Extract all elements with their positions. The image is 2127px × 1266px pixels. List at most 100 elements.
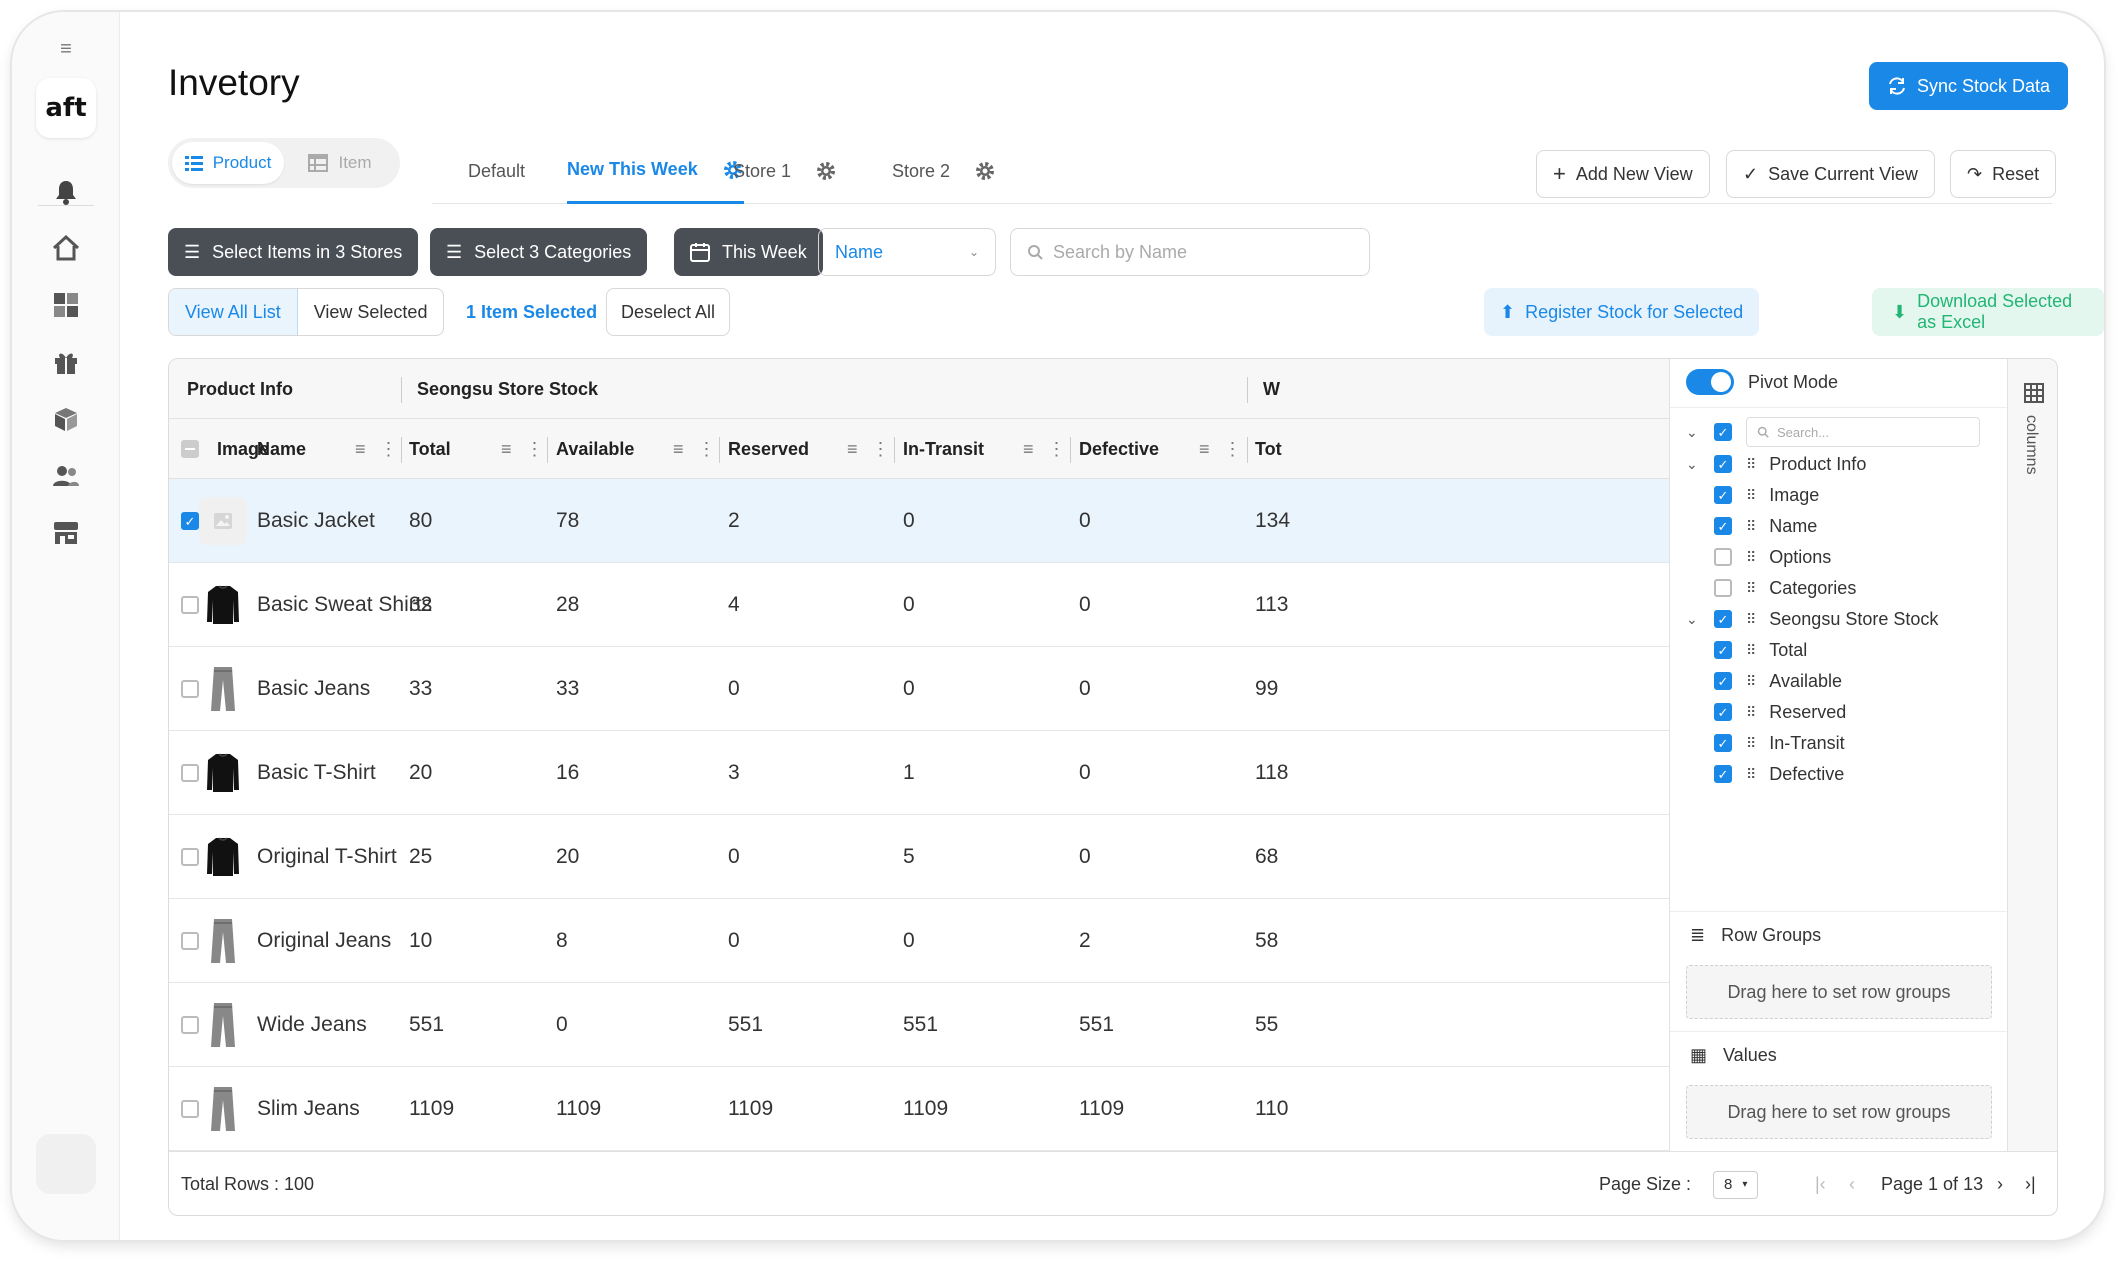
tab-default[interactable]: Default <box>468 138 525 204</box>
column-item[interactable]: ✓ ⠿ Available <box>1714 663 1842 699</box>
column-header-total[interactable]: Total <box>409 438 451 459</box>
category-filter-button[interactable]: ☰ Select 3 Categories <box>430 228 648 276</box>
save-current-view-button[interactable]: ✓ Save Current View <box>1726 150 1935 198</box>
column-search-input[interactable]: Search... <box>1746 417 1980 447</box>
drag-handle-icon[interactable]: ⠿ <box>1746 641 1756 658</box>
row-checkbox[interactable] <box>181 680 199 698</box>
home-icon[interactable] <box>50 232 82 264</box>
add-new-view-button[interactable]: + Add New View <box>1536 150 1710 198</box>
column-tools[interactable]: ≡ ⋮ <box>847 419 890 479</box>
column-item[interactable]: ✓ ⠿ Reserved <box>1714 694 1846 730</box>
menu-icon[interactable]: ≡ <box>60 38 72 60</box>
tab-new-this-week[interactable]: New This Week <box>567 138 744 204</box>
drag-handle-icon[interactable]: ⠿ <box>1746 703 1756 720</box>
reset-button[interactable]: ↷ Reset <box>1950 150 2057 198</box>
column-header-available[interactable]: Available <box>556 438 635 459</box>
search-input[interactable]: Search by Name <box>1010 228 1370 276</box>
row-select-cell[interactable] <box>181 731 199 815</box>
column-header-name[interactable]: Name <box>257 438 307 459</box>
drag-handle-icon[interactable]: ⠿ <box>1746 672 1756 689</box>
drag-handle-icon[interactable]: ⠿ <box>1746 455 1756 472</box>
register-stock-button[interactable]: ⬆ Register Stock for Selected <box>1484 288 1760 336</box>
table-row[interactable]: Wide Jeans 551 0 551 551 551 55 <box>169 983 1669 1067</box>
column-item[interactable]: ⠿ Options <box>1714 539 1831 575</box>
gear-icon[interactable] <box>722 159 744 181</box>
prev-page-icon[interactable]: ‹ <box>1849 1174 1855 1194</box>
tab-store-1[interactable]: Store 1 <box>733 138 837 204</box>
column-checkbox[interactable] <box>1714 548 1732 566</box>
column-tools[interactable]: ≡ ⋮ <box>355 419 398 479</box>
chevron-down-icon[interactable]: ⌄ <box>1686 455 1698 472</box>
gift-icon[interactable] <box>50 346 82 378</box>
column-tools[interactable]: ≡ ⋮ <box>1199 419 1242 479</box>
chevron-down-icon[interactable]: ⌄ <box>1686 610 1698 627</box>
row-select-cell[interactable] <box>181 563 199 647</box>
columns-side-tab[interactable]: columns <box>2007 359 2057 1151</box>
sort-select[interactable]: Name ⌄ <box>818 228 996 276</box>
view-all-list-button[interactable]: View All List <box>169 289 298 335</box>
column-checkbox[interactable]: ✓ <box>1714 610 1732 628</box>
more-vertical-icon[interactable]: ⋮ <box>379 438 398 459</box>
row-checkbox[interactable] <box>181 596 199 614</box>
column-checkbox[interactable]: ✓ <box>1714 765 1732 783</box>
column-checkbox[interactable] <box>1714 579 1732 597</box>
column-header-in-transit[interactable]: In-Transit <box>903 438 985 459</box>
more-vertical-icon[interactable]: ⋮ <box>697 438 716 459</box>
values-dropzone[interactable]: Drag here to set row groups <box>1686 1085 1992 1139</box>
row-checkbox[interactable] <box>181 932 199 950</box>
download-excel-button[interactable]: ⬇ Download Selected as Excel <box>1872 288 2104 336</box>
app-logo[interactable]: aft <box>36 78 96 138</box>
sync-stock-button[interactable]: Sync Stock Data <box>1868 62 2068 110</box>
more-vertical-icon[interactable]: ⋮ <box>525 438 544 459</box>
column-tools[interactable]: ≡ ⋮ <box>1023 419 1066 479</box>
bell-icon[interactable] <box>50 176 82 208</box>
page-size-select[interactable]: 8 ▾ <box>1713 1170 1759 1199</box>
more-vertical-icon[interactable]: ⋮ <box>1223 438 1242 459</box>
filter-icon[interactable]: ≡ <box>847 438 858 459</box>
select-all-checkbox[interactable] <box>181 440 199 458</box>
gear-icon[interactable] <box>815 160 837 182</box>
item-mode-button[interactable]: Item <box>284 142 396 184</box>
column-item[interactable]: ✓ ⠿ Image <box>1714 477 1819 513</box>
column-checkbox[interactable]: ✓ <box>1714 517 1732 535</box>
row-checkbox[interactable] <box>181 1016 199 1034</box>
row-select-cell[interactable] <box>181 1067 199 1151</box>
more-vertical-icon[interactable]: ⋮ <box>1047 438 1066 459</box>
users-icon[interactable] <box>50 460 82 492</box>
row-select-cell[interactable] <box>181 899 199 983</box>
table-row[interactable]: Basic T-Shirt 20 16 3 1 0 118 <box>169 731 1669 815</box>
box-icon[interactable] <box>50 403 82 435</box>
row-checkbox[interactable] <box>181 764 199 782</box>
table-row[interactable]: Original T-Shirt 25 20 0 5 0 68 <box>169 815 1669 899</box>
column-checkbox[interactable]: ✓ <box>1714 486 1732 504</box>
last-page-icon[interactable]: ›| <box>2025 1174 2036 1194</box>
tab-store-2[interactable]: Store 2 <box>892 138 996 204</box>
row-checkbox[interactable] <box>181 848 199 866</box>
column-checkbox[interactable]: ✓ <box>1714 455 1732 473</box>
filter-icon[interactable]: ≡ <box>673 438 684 459</box>
row-checkbox[interactable] <box>181 1100 199 1118</box>
drag-handle-icon[interactable]: ⠿ <box>1746 610 1756 627</box>
drag-handle-icon[interactable]: ⠿ <box>1746 517 1756 534</box>
row-checkbox[interactable]: ✓ <box>181 512 199 530</box>
filter-icon[interactable]: ≡ <box>355 438 366 459</box>
drag-handle-icon[interactable]: ⠿ <box>1746 579 1756 596</box>
column-item[interactable]: ✓ ⠿ In-Transit <box>1714 725 1845 761</box>
column-checkbox[interactable]: ✓ <box>1714 672 1732 690</box>
table-row[interactable]: Original Jeans 10 8 0 0 2 58 <box>169 899 1669 983</box>
row-select-cell[interactable] <box>181 983 199 1067</box>
row-select-cell[interactable] <box>181 815 199 899</box>
dashboard-icon[interactable] <box>50 289 82 321</box>
row-select-cell[interactable] <box>181 647 199 731</box>
column-tools[interactable]: ≡ ⋮ <box>501 419 544 479</box>
store-filter-button[interactable]: ☰ Select Items in 3 Stores <box>168 228 419 276</box>
deselect-all-button[interactable]: Deselect All <box>606 288 731 336</box>
column-group-item[interactable]: ⌄ ✓ ⠿ Seongsu Store Stock <box>1686 601 1938 637</box>
product-mode-button[interactable]: Product <box>172 142 284 184</box>
user-avatar[interactable] <box>36 1134 96 1194</box>
column-item[interactable]: ⠿ Categories <box>1714 570 1856 606</box>
filter-icon[interactable]: ≡ <box>1199 438 1210 459</box>
column-checkbox[interactable]: ✓ <box>1714 641 1732 659</box>
store-icon[interactable] <box>50 517 82 549</box>
next-page-icon[interactable]: › <box>1997 1174 2003 1194</box>
